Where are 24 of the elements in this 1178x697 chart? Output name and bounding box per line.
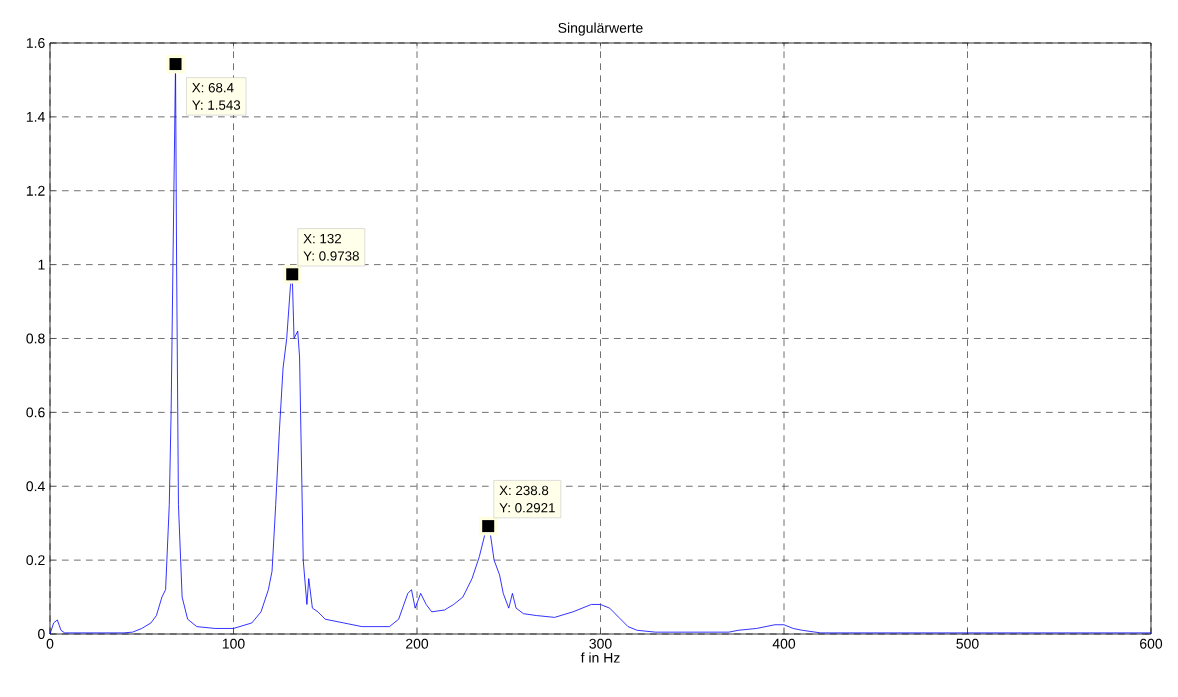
- annotation: Y: 0.2921: [499, 503, 555, 513]
- y-tick-label: 1: [38, 259, 45, 270]
- x-tick-label: 400: [772, 638, 796, 649]
- annotation: X: 238.8: [499, 485, 549, 496]
- y-tick-label: 0.6: [26, 407, 45, 418]
- x-axis-title: f in Hz: [580, 652, 620, 663]
- x-tick-label: 100: [222, 638, 245, 649]
- y-tick-label: 0: [38, 629, 45, 639]
- annotation: Y: 0.9738: [303, 251, 359, 261]
- y-tick-label: 1.2: [26, 185, 45, 196]
- y-tick-label: 0.2: [26, 555, 45, 566]
- y-tick-label: 0.8: [26, 333, 45, 344]
- x-tick-label: 300: [589, 638, 612, 649]
- y-tick-label: 1.6: [26, 38, 45, 48]
- annotation: X: 132: [303, 233, 342, 244]
- y-tick-label: 0.4: [26, 481, 45, 492]
- annotation: X: 68.4: [192, 82, 234, 93]
- x-tick-label: 500: [956, 638, 979, 649]
- x-tick-label: 0: [46, 638, 54, 649]
- x-tick-label: 200: [406, 638, 429, 649]
- annotation: Y: 1.543: [192, 100, 241, 110]
- x-tick-label: 600: [1140, 638, 1163, 649]
- chart-title: Singulärwerte: [558, 22, 643, 36]
- y-tick-label: 1.4: [26, 112, 45, 122]
